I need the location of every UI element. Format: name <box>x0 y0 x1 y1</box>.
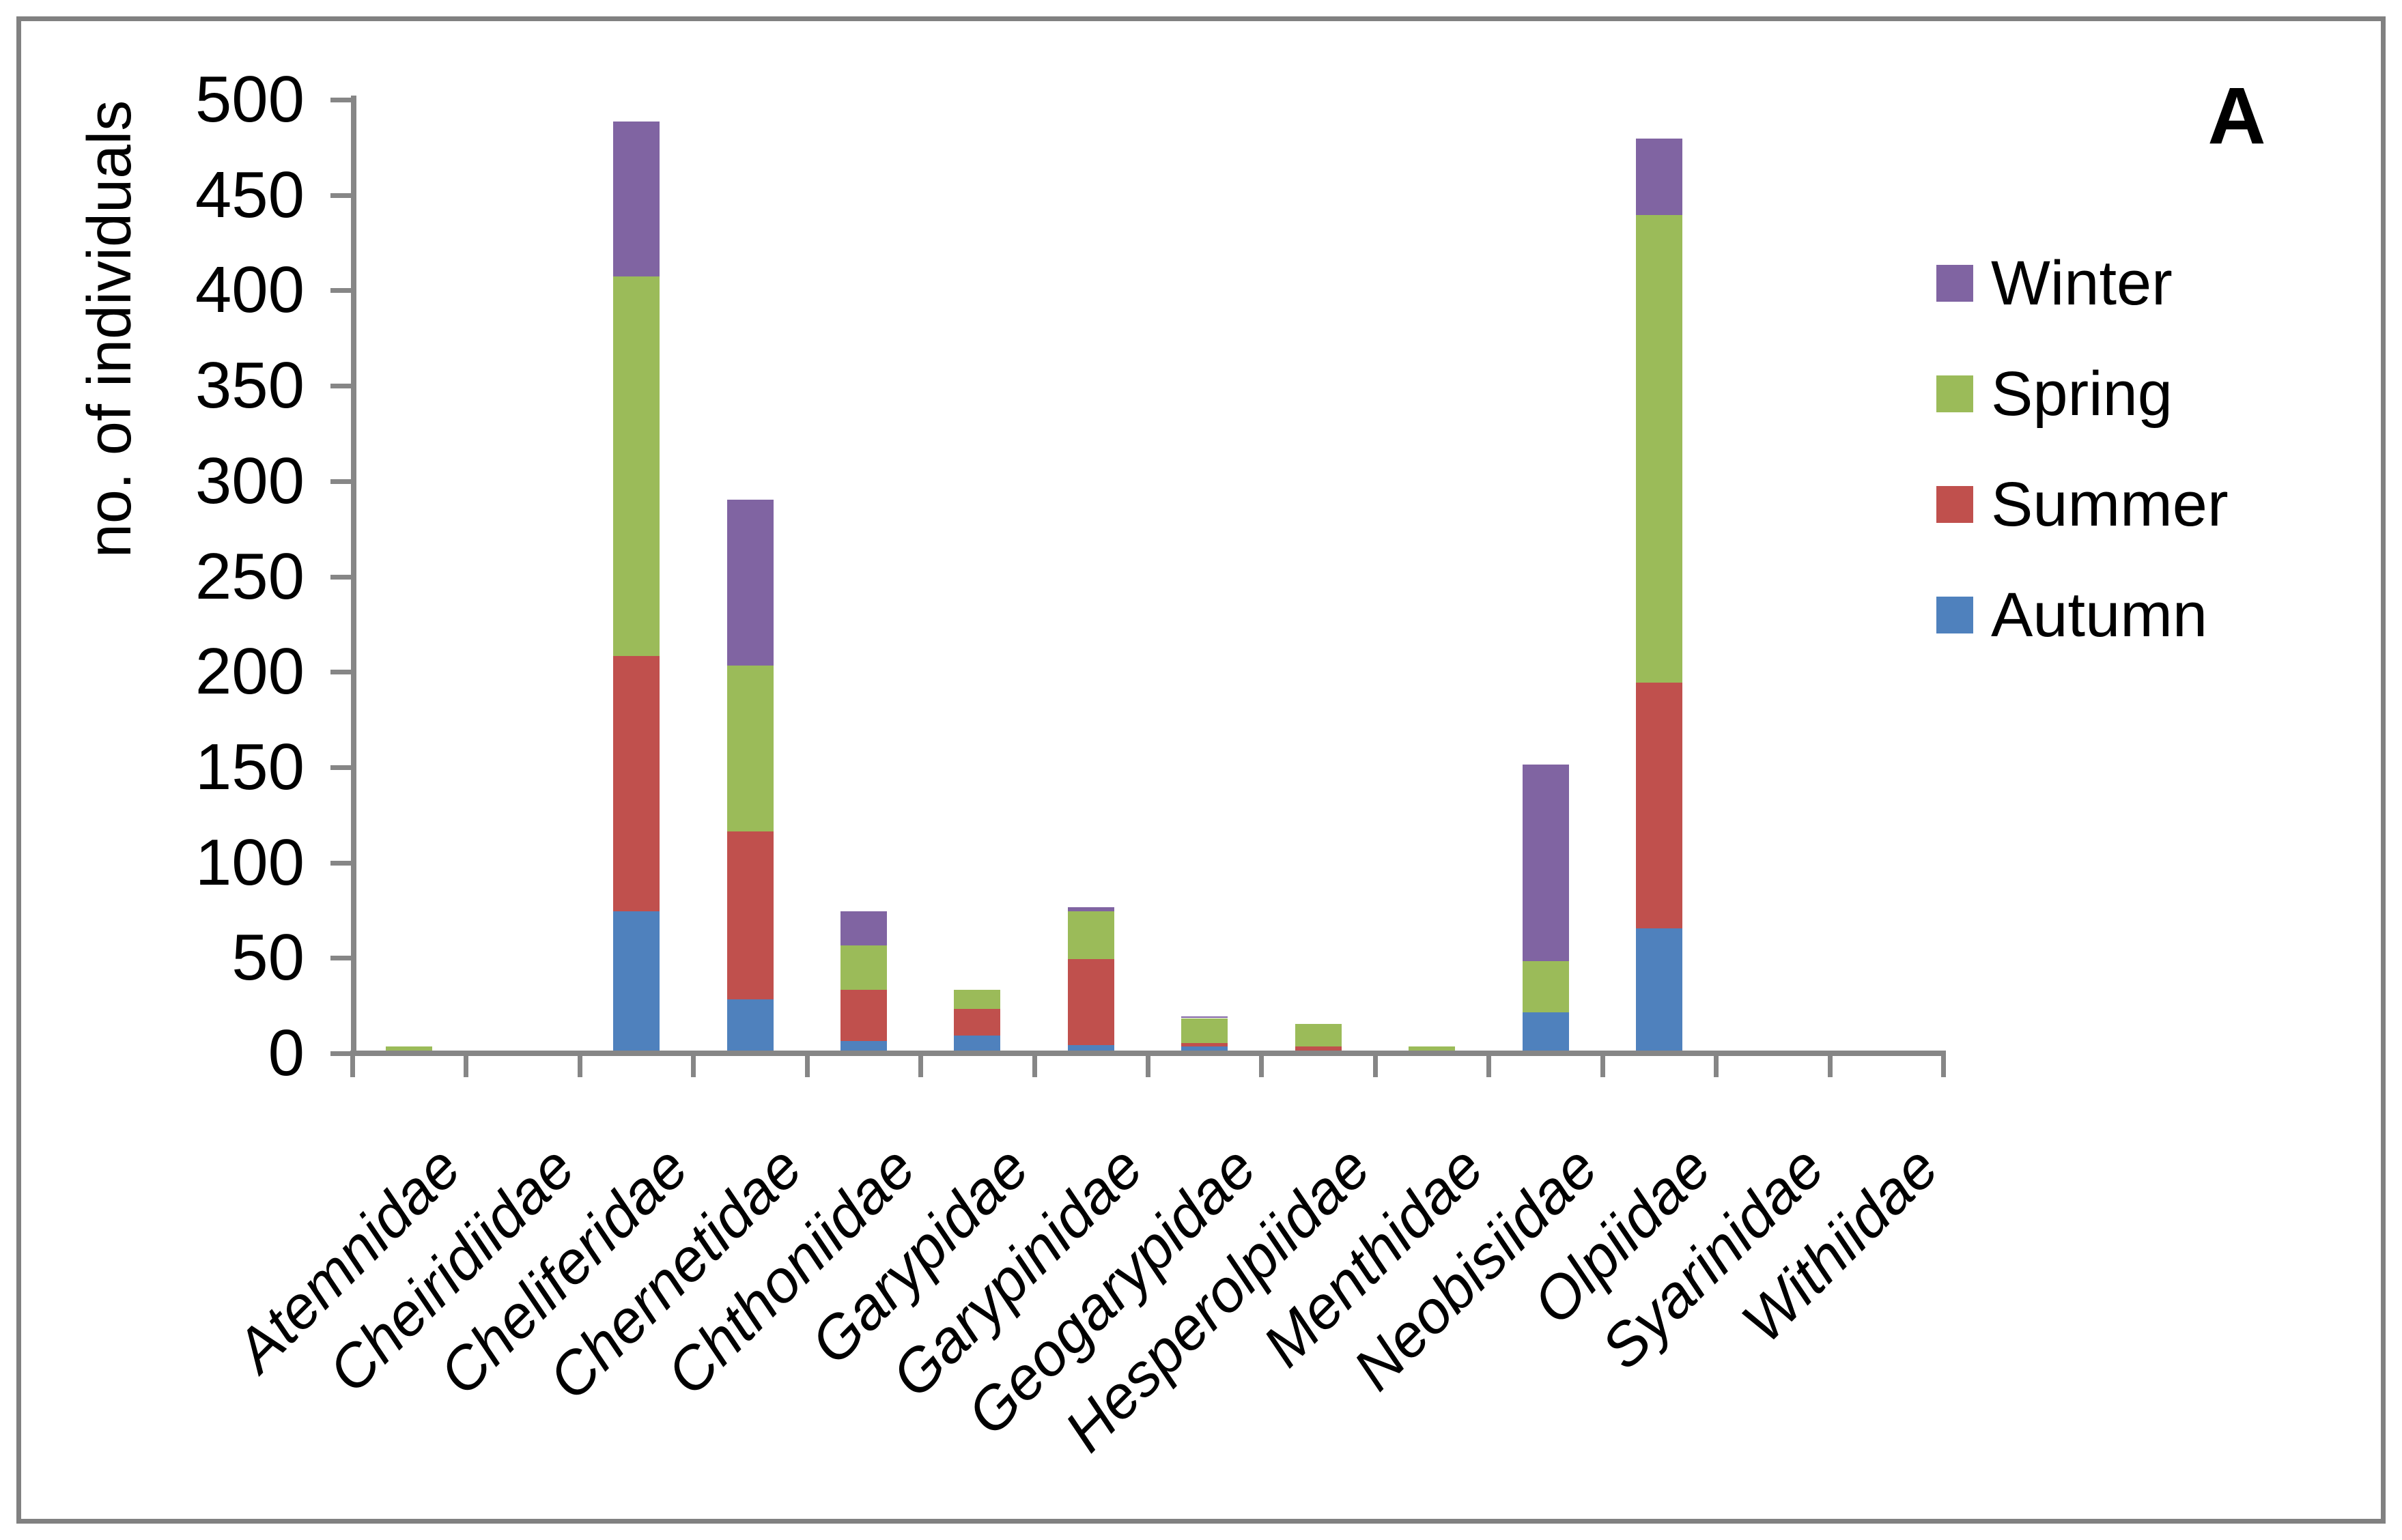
bar-segment <box>613 276 660 656</box>
y-tick-label: 250 <box>195 539 305 613</box>
bar-segment <box>1067 907 1114 912</box>
y-tick <box>330 670 351 675</box>
legend-label: Winter <box>1991 248 2173 318</box>
y-tick <box>330 384 351 389</box>
x-tick <box>691 1051 696 1077</box>
bar-segment <box>840 911 887 946</box>
bar-segment <box>954 989 1001 1009</box>
x-tick <box>577 1051 582 1077</box>
bar-segment <box>1067 1044 1114 1051</box>
y-tick <box>330 1051 351 1056</box>
y-tick <box>330 98 351 102</box>
y-tick-label: 450 <box>195 158 305 231</box>
y-tick <box>330 192 351 198</box>
x-tick <box>1259 1051 1264 1077</box>
x-tick <box>1486 1051 1492 1077</box>
legend-label: Autumn <box>1991 580 2208 650</box>
bar-segment <box>1181 1046 1228 1051</box>
legend-swatch <box>1936 486 1973 523</box>
bar-segment <box>613 911 660 1051</box>
y-tick-label: 150 <box>195 730 305 803</box>
legend: Winter Spring Summer Autumn <box>1936 232 2373 669</box>
bar-segment <box>613 122 660 276</box>
x-tick <box>804 1051 810 1077</box>
legend-label: Spring <box>1991 359 2173 429</box>
legend-swatch <box>1936 265 1973 302</box>
figure-label: A <box>2207 71 2266 161</box>
bar-segment <box>386 1046 433 1051</box>
x-tick <box>1941 1051 1947 1077</box>
bar-segment <box>613 655 660 912</box>
y-tick <box>330 479 351 484</box>
bar-segment <box>1067 911 1114 959</box>
y-tick-label: 350 <box>195 349 305 423</box>
x-tick <box>1372 1051 1378 1077</box>
y-tick <box>330 288 351 294</box>
y-tick-label: 0 <box>268 1016 305 1089</box>
y-axis-line <box>351 96 356 1056</box>
x-tick <box>1714 1051 1719 1077</box>
x-tick <box>1827 1051 1833 1077</box>
y-tick <box>330 574 351 580</box>
bar-segment <box>1522 764 1569 961</box>
x-tick <box>918 1051 924 1077</box>
legend-swatch <box>1936 375 1973 412</box>
bar-segment <box>726 665 774 831</box>
bar-segment <box>840 989 887 1042</box>
x-tick <box>1600 1051 1605 1077</box>
bar-segment <box>726 831 774 999</box>
y-tick <box>330 956 351 961</box>
x-tick <box>1146 1051 1150 1077</box>
bar-segment <box>1635 928 1682 1051</box>
bar-segment <box>840 1041 887 1051</box>
y-tick-label: 300 <box>195 444 305 517</box>
bar-segment <box>1295 1046 1342 1051</box>
figure-border <box>16 16 2386 1524</box>
y-tick <box>330 860 351 866</box>
bar-segment <box>1067 958 1114 1045</box>
bar-segment <box>1181 1042 1228 1047</box>
legend-swatch <box>1936 597 1973 633</box>
y-tick-label: 200 <box>195 635 305 709</box>
y-tick-label: 400 <box>195 253 305 327</box>
y-tick-label: 100 <box>195 825 305 899</box>
x-tick <box>1032 1051 1037 1077</box>
x-tick <box>350 1051 355 1077</box>
y-tick-label: 500 <box>195 63 305 136</box>
bar-segment <box>1295 1023 1342 1047</box>
x-tick <box>464 1051 469 1077</box>
bar-segment <box>1409 1046 1456 1051</box>
bar-segment <box>726 999 774 1051</box>
bar-segment <box>1635 139 1682 216</box>
y-tick <box>330 765 351 770</box>
bar-segment <box>954 1008 1001 1036</box>
y-tick-label: 50 <box>231 921 305 995</box>
bar-segment <box>1522 1012 1569 1051</box>
bar-segment <box>1635 215 1682 683</box>
bar-segment <box>954 1035 1001 1051</box>
bar-segment <box>726 499 774 666</box>
bar-segment <box>840 945 887 990</box>
bar-segment <box>1635 682 1682 929</box>
bar-segment <box>1181 1018 1228 1043</box>
bar-segment <box>1181 1016 1228 1018</box>
bar-segment <box>1522 960 1569 1013</box>
legend-label: Summer <box>1991 470 2229 539</box>
